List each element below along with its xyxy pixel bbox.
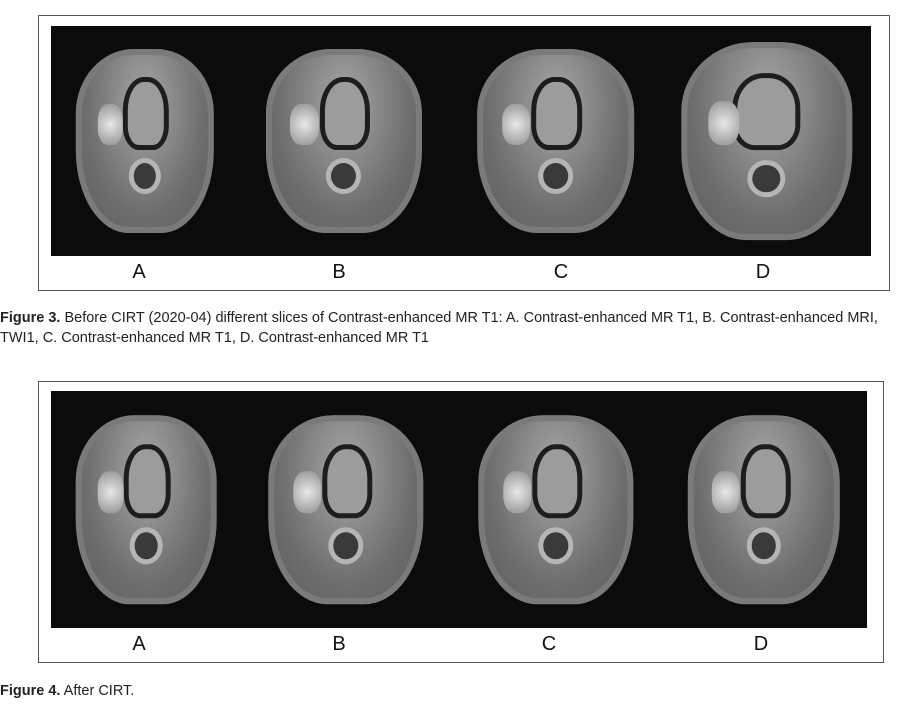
panel-label-d: D [753, 633, 769, 655]
panel-label-a: A [132, 633, 146, 655]
caption-text: After CIRT. [63, 683, 135, 699]
mri-image-4c [451, 391, 662, 628]
panel-label-c: C [553, 261, 569, 283]
mri-image-4d [661, 391, 867, 628]
panel-label-b: B [332, 261, 346, 283]
mri-image-3b [238, 26, 450, 256]
panel-label-c: C [541, 633, 557, 655]
panel-label-d: D [755, 261, 771, 283]
caption-label: Figure 3. [0, 310, 61, 326]
mri-image-3c [449, 26, 663, 256]
caption-text: Before CIRT (2020-04) different slices o… [0, 310, 878, 346]
panel-label-a: A [132, 261, 146, 283]
caption-label: Figure 4. [0, 683, 61, 699]
figure-4: A B C D [38, 381, 884, 663]
mri-image-3d [662, 26, 871, 256]
figure-4-caption: Figure 4. After CIRT. [0, 681, 900, 701]
figure-3: A B C D [38, 15, 890, 291]
figure-3-caption: Figure 3. Before CIRT (2020-04) differen… [0, 308, 900, 348]
mri-image-3a [51, 26, 239, 256]
mri-image-4b [241, 391, 452, 628]
mri-image-4a [51, 391, 242, 628]
panel-label-b: B [332, 633, 346, 655]
